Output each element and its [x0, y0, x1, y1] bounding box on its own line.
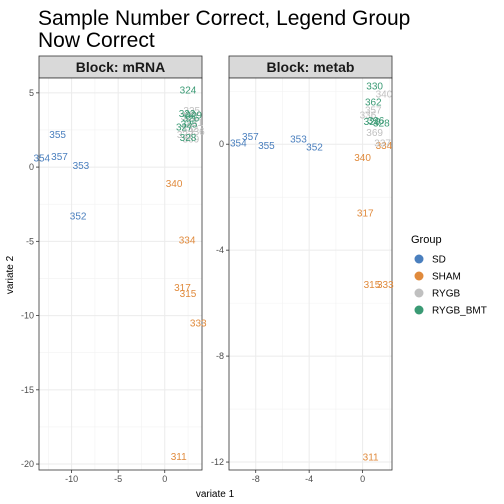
point-label-354: 354 — [230, 138, 247, 149]
point-label-330: 330 — [181, 112, 198, 123]
y-tick-label: -4 — [216, 245, 224, 255]
point-label-354: 354 — [33, 154, 50, 165]
point-label-332: 332 — [182, 124, 199, 135]
point-label-326: 326 — [368, 116, 385, 127]
y-axis-title: variate 2 — [5, 255, 16, 294]
point-label-317: 317 — [174, 283, 191, 294]
y-tick-label: 0 — [219, 139, 224, 149]
point-label-311: 311 — [171, 452, 187, 463]
point-label-311: 311 — [363, 452, 379, 463]
point-label-329: 329 — [185, 111, 202, 122]
point-label-325: 325 — [181, 120, 198, 131]
x-tick-label: -5 — [114, 474, 122, 484]
point-label-327: 327 — [176, 123, 193, 134]
point-label-357: 357 — [365, 105, 382, 116]
point-label-330: 330 — [366, 81, 383, 92]
point-label-353: 353 — [73, 161, 90, 172]
point-label-335: 335 — [183, 106, 200, 117]
point-label-337: 337 — [177, 130, 194, 141]
point-label-340: 340 — [354, 153, 371, 164]
point-label-357: 357 — [51, 152, 68, 163]
x-tick-label: -10 — [65, 474, 78, 484]
x-tick-label: 0 — [360, 474, 365, 484]
point-label-337: 337 — [374, 138, 391, 149]
legend: Group SD SHAM RYGB RYGB_BMT — [411, 234, 487, 317]
legend-key-rygb — [414, 288, 424, 298]
point-label-355: 355 — [49, 130, 66, 141]
point-label-334: 334 — [179, 235, 196, 246]
point-label-331: 331 — [186, 118, 203, 129]
point-label-340: 340 — [166, 179, 183, 190]
chart-title-line-2: Now Correct — [38, 29, 155, 52]
point-label-369: 369 — [366, 128, 383, 139]
point-label-352: 352 — [306, 142, 323, 153]
point-label-355: 355 — [258, 141, 275, 152]
panel-border — [38, 77, 203, 471]
facet-strip-label: Block: mRNA — [76, 59, 165, 75]
point-label-333: 333 — [190, 319, 207, 330]
x-tick-label: -8 — [252, 474, 260, 484]
panel-border — [228, 77, 393, 471]
y-tick-label: -10 — [21, 311, 34, 321]
legend-key-rygb_bmt — [414, 305, 424, 315]
point-label-333: 333 — [377, 280, 394, 291]
point-label-317: 317 — [357, 209, 374, 220]
point-label-336: 336 — [360, 111, 377, 122]
legend-label-sd: SD — [432, 255, 446, 266]
x-tick-label: 0 — [162, 474, 167, 484]
y-tick-label: -20 — [21, 459, 34, 469]
x-axis-title: variate 1 — [196, 489, 235, 500]
point-label-353: 353 — [290, 134, 307, 145]
point-label-340: 340 — [376, 89, 393, 100]
y-tick-label: -8 — [216, 351, 224, 361]
point-label-315: 315 — [180, 289, 197, 300]
point-label-329: 329 — [364, 117, 381, 128]
point-label-352: 352 — [70, 212, 87, 223]
legend-key-sd — [414, 254, 424, 264]
y-tick-label: 5 — [29, 88, 34, 98]
point-label-328: 328 — [373, 119, 390, 130]
point-label-326: 326 — [182, 114, 199, 125]
legend-key-sham — [414, 271, 424, 281]
x-tick-label: -4 — [305, 474, 313, 484]
facet-panel-2: Block: metab-8 -4 00-4-8-12354357355353352… — [211, 55, 394, 484]
y-tick-label: -15 — [21, 385, 34, 395]
point-label-315: 315 — [364, 280, 381, 291]
point-label-328: 328 — [180, 133, 197, 144]
point-label-334: 334 — [376, 141, 393, 152]
legend-label-rygb: RYGB — [432, 289, 460, 300]
point-label-324: 324 — [180, 85, 197, 96]
point-label-357: 357 — [242, 132, 259, 143]
point-label-369: 369 — [182, 134, 199, 145]
panel-background — [39, 78, 202, 470]
facet-strip-label: Block: metab — [267, 59, 355, 75]
legend-label-rygb_bmt: RYGB_BMT — [432, 306, 487, 317]
legend-title: Group — [411, 234, 442, 246]
point-label-322: 322 — [179, 109, 196, 120]
y-tick-label: -12 — [211, 457, 224, 467]
point-label-362: 362 — [365, 97, 382, 108]
y-tick-label: 0 — [29, 162, 34, 172]
y-tick-label: -5 — [26, 236, 34, 246]
legend-label-sham: SHAM — [432, 272, 461, 283]
chart-title-line-1: Sample Number Correct, Legend Group — [38, 7, 410, 30]
point-label-336: 336 — [188, 127, 205, 138]
